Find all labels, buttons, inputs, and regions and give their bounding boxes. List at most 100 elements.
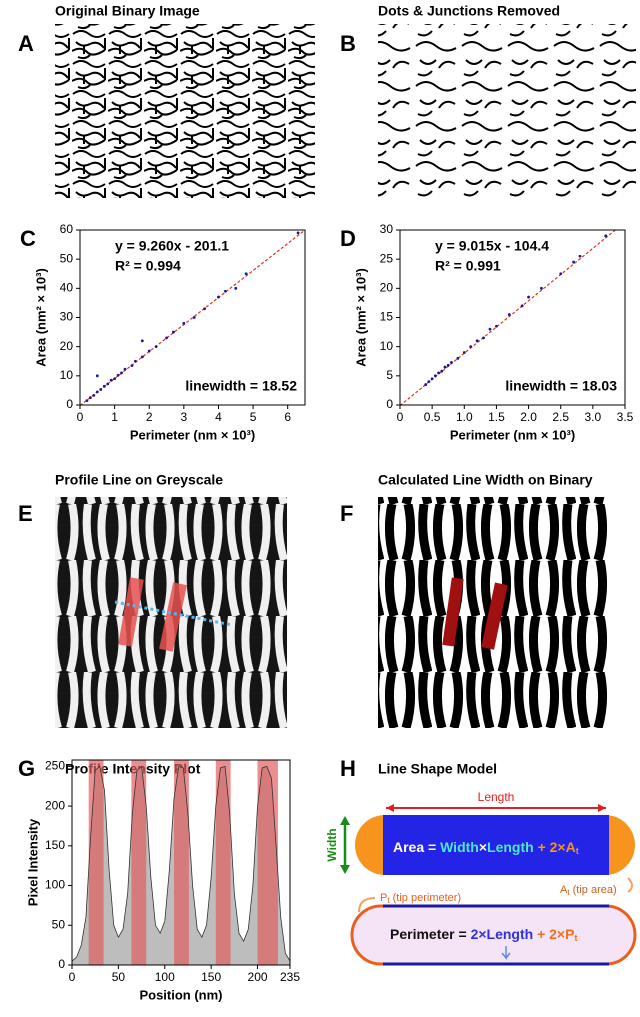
- x-tick-label: 0.5: [424, 410, 441, 424]
- point: [234, 286, 238, 290]
- panel-title: Profile Line on Greyscale: [55, 472, 223, 488]
- x-tick-label: 0: [69, 970, 76, 984]
- point: [446, 363, 450, 367]
- x-tick-label: 235: [280, 970, 300, 984]
- label-part: (tip perimeter): [390, 892, 462, 904]
- x-axis-label: Perimeter (nm × 10³): [450, 427, 575, 442]
- point: [113, 377, 117, 381]
- tip-area-label: At (tip area): [560, 884, 617, 897]
- point: [424, 383, 428, 386]
- point: [604, 234, 608, 238]
- point: [475, 339, 479, 343]
- width-bar: [481, 582, 508, 650]
- y-axis-label: Pixel Intensity: [25, 818, 40, 906]
- x-axis-label: Position (nm): [139, 987, 222, 1002]
- panel-letter: G: [18, 756, 35, 781]
- y-tick-label: 10: [380, 339, 394, 353]
- point: [182, 321, 186, 325]
- y-tick-label: 20: [380, 281, 394, 295]
- panel-h: H Line Shape Model Length Width Area = W…: [325, 756, 637, 966]
- area-formula: Area = Width×Length + 2×At: [393, 839, 579, 857]
- r-squared: R² = 0.994: [115, 258, 181, 274]
- linewidth: linewidth = 18.52: [185, 378, 297, 394]
- x-tick-label: 3.5: [617, 410, 634, 424]
- y-axis-label: Area (nm² × 10³): [33, 268, 48, 367]
- x-tick-label: 2: [146, 410, 153, 424]
- formula-part: ×: [479, 839, 487, 855]
- y-tick-label: 20: [60, 339, 74, 353]
- panel-title: Dots & Junctions Removed: [378, 3, 560, 19]
- label-part: (tip area): [570, 884, 617, 896]
- panel-letter: C: [20, 226, 36, 251]
- formula-part: + 2×P: [533, 926, 574, 942]
- point: [440, 369, 444, 373]
- panel-e: E Profile Line on Greyscale: [18, 472, 287, 728]
- point: [203, 307, 207, 311]
- y-tick-label: 30: [60, 310, 74, 324]
- width-bar: [159, 582, 187, 652]
- point: [123, 367, 127, 371]
- point: [540, 286, 543, 290]
- point: [559, 272, 563, 276]
- y-tick-label: 0: [58, 957, 65, 971]
- y-tick-label: 0: [66, 397, 73, 411]
- y-tick-label: 150: [45, 838, 65, 852]
- y-tick-label: 50: [52, 917, 66, 931]
- label-part: t: [387, 896, 390, 905]
- point: [147, 349, 151, 353]
- linewidth: linewidth = 18.03: [505, 378, 617, 394]
- x-tick-label: 150: [201, 970, 221, 984]
- point: [450, 361, 453, 364]
- point: [578, 254, 582, 258]
- perimeter-formula: Perimeter = 2×Length + 2×Pt: [390, 926, 577, 944]
- panel-f: F Calculated Line Width on Binary: [340, 472, 608, 728]
- point: [85, 399, 89, 403]
- formula-part: t: [574, 933, 577, 943]
- profile-line: [114, 600, 233, 627]
- point: [133, 359, 137, 363]
- x-tick-label: 100: [155, 970, 175, 984]
- point: [120, 371, 123, 375]
- y-tick-label: 5: [386, 368, 393, 382]
- width-band: [88, 760, 104, 965]
- length-label: Length: [478, 790, 515, 804]
- point: [430, 377, 434, 381]
- formula-part: Width: [440, 839, 479, 855]
- point: [154, 345, 158, 349]
- panel-title: Original Binary Image: [55, 3, 200, 19]
- equation: y = 9.260x - 201.1: [115, 238, 229, 254]
- formula-part: Perimeter =: [390, 926, 471, 942]
- y-tick-label: 30: [380, 222, 394, 236]
- point: [469, 345, 473, 349]
- point: [92, 393, 96, 397]
- panel-title: Line Shape Model: [378, 761, 497, 777]
- x-tick-label: 6: [284, 410, 291, 424]
- point: [165, 336, 168, 340]
- panel-letter: E: [18, 501, 33, 526]
- formula-part: Length: [487, 839, 534, 855]
- point: [102, 384, 106, 388]
- x-axis-label: Perimeter (nm × 10³): [130, 427, 255, 442]
- formula-part: Area =: [393, 839, 440, 855]
- point: [99, 388, 103, 391]
- equation: y = 9.015x - 104.4: [435, 238, 549, 254]
- x-tick-label: 3.0: [585, 410, 602, 424]
- x-tick-label: 2.5: [552, 410, 569, 424]
- edge-arrow: [501, 946, 511, 961]
- panel-title: Calculated Line Width on Binary: [378, 472, 593, 488]
- x-tick-label: 1: [111, 410, 118, 424]
- point: [456, 356, 460, 360]
- point: [482, 336, 485, 340]
- label-part: A: [560, 884, 568, 896]
- filtered-image: [378, 24, 636, 198]
- tip-arrow: [627, 877, 633, 893]
- panel-letter: F: [340, 501, 353, 526]
- y-tick-label: 0: [386, 397, 393, 411]
- x-tick-label: 2.0: [520, 410, 537, 424]
- point: [116, 373, 120, 377]
- width-bar: [118, 577, 144, 647]
- point: [109, 378, 113, 382]
- x-tick-label: 4: [215, 410, 222, 424]
- width-band: [215, 760, 231, 965]
- width-band: [174, 760, 189, 965]
